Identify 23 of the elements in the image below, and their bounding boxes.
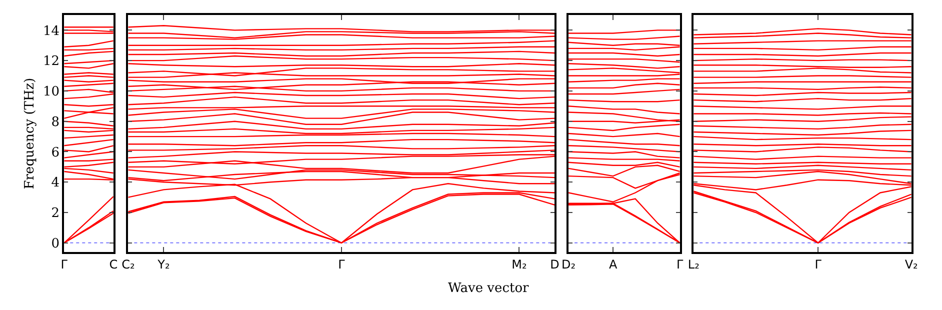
x-tick-label: V₂ bbox=[904, 257, 918, 272]
x-axis-title: Wave vector bbox=[448, 281, 530, 296]
x-tick-label: Y₂ bbox=[156, 257, 170, 272]
x-tick-label: C₂ bbox=[122, 257, 135, 272]
y-tick-label: 14 bbox=[42, 24, 60, 39]
x-tick-label: D bbox=[550, 257, 560, 272]
x-tick-label: M₂ bbox=[512, 257, 527, 272]
y-axis-title: Frequency (THz) bbox=[22, 78, 38, 190]
y-tick-label: 6 bbox=[51, 145, 60, 160]
x-tick-label: Γ bbox=[60, 257, 68, 272]
x-tick-label: Γ bbox=[814, 257, 822, 272]
y-tick-label: 4 bbox=[51, 176, 60, 191]
y-tick-label: 0 bbox=[51, 236, 60, 252]
y-tick-label: 12 bbox=[42, 54, 60, 70]
x-tick-label: Γ bbox=[676, 257, 684, 272]
x-tick-label: Γ bbox=[338, 257, 346, 272]
x-tick-label: D₂ bbox=[561, 257, 576, 272]
y-tick-label: 10 bbox=[42, 84, 60, 100]
y-tick-label: 8 bbox=[51, 114, 60, 130]
y-tick-label: 2 bbox=[51, 206, 60, 222]
x-tick-label: L₂ bbox=[688, 257, 700, 272]
x-tick-label: C bbox=[109, 257, 118, 272]
x-tick-label: A bbox=[608, 257, 618, 272]
